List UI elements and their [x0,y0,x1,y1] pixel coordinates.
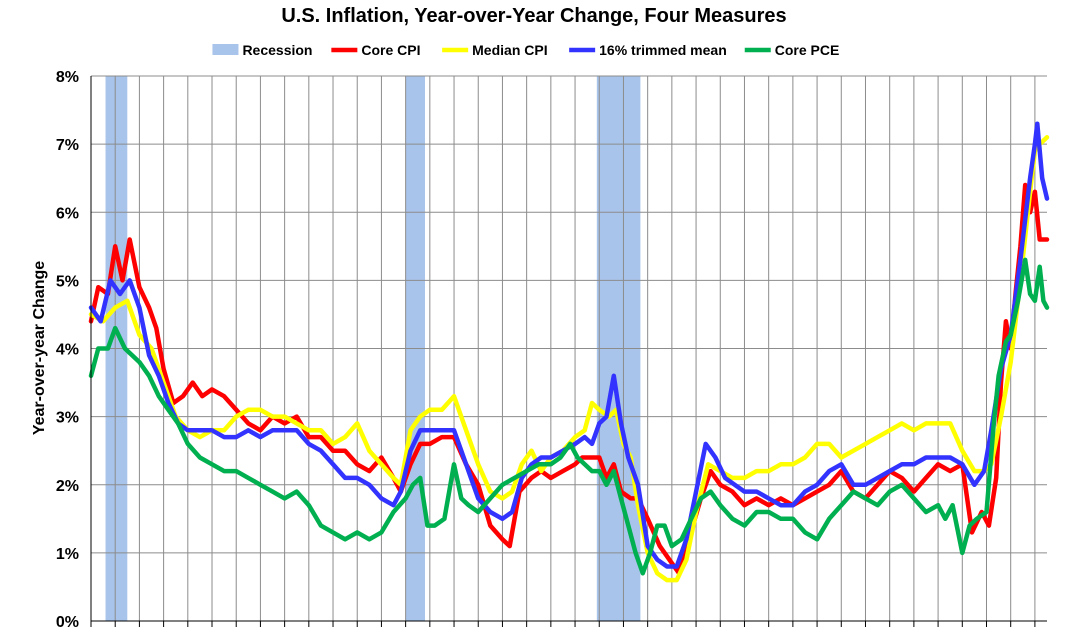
legend-item-16-trimmed-mean: 16% trimmed mean [569,42,727,58]
legend-label: Median CPI [472,42,547,58]
legend-label: 16% trimmed mean [599,42,727,58]
legend-label: Core CPI [361,42,420,58]
series-line-median-cpi [88,135,1050,583]
gridlines [90,75,1047,627]
series-line-core-pce [88,257,1050,576]
series-line-16-trimmed-mean [88,121,1050,569]
legend-swatch [212,44,239,55]
chart-title: U.S. Inflation, Year-over-Year Change, F… [281,5,786,27]
y-tick-label: 6% [56,205,79,222]
y-tick-label: 1% [56,546,79,563]
legend-item-recession: Recession [212,42,312,58]
y-tick-label: 5% [56,273,79,290]
y-tick-label: 7% [56,137,79,154]
legend-label: Core PCE [775,42,840,58]
y-tick-label: 8% [56,69,79,86]
y-axis-title: Year-over-year Change [31,261,48,435]
legend-label: Recession [242,42,312,58]
y-tick-label: 3% [56,410,79,427]
y-tick-label: 2% [56,478,79,495]
legend: Recession Core CPI Median CPI 16% trimmed m… [212,42,839,58]
legend-item-median-cpi: Median CPI [442,42,548,58]
legend-item-core-pce: Core PCE [744,42,840,58]
y-tick-label: 0% [56,614,79,630]
series-line-core-cpi [88,182,1050,576]
axes: 0% 1% 2% 3% 4% 5% 6% 7% 8% [56,69,1047,630]
legend-item-core-cpi: Core CPI [331,42,420,58]
series-lines [88,121,1050,583]
y-tick-label: 4% [56,342,79,359]
